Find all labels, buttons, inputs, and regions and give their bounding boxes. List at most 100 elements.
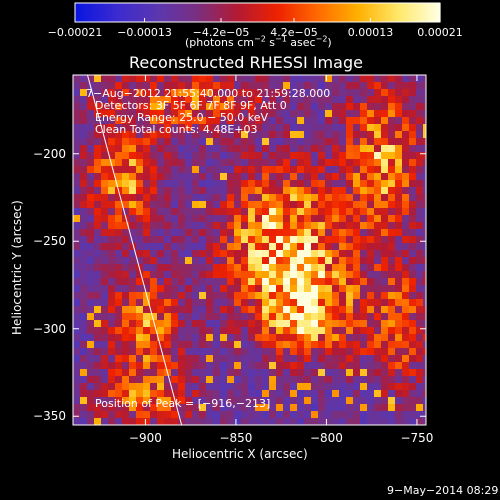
heatmap-cell xyxy=(199,117,206,124)
heatmap-cell xyxy=(311,271,318,278)
colorbar-segment xyxy=(252,3,256,22)
heatmap-cell xyxy=(360,299,367,306)
heatmap-cell xyxy=(150,131,157,138)
colorbar-tick-label: −0.00021 xyxy=(47,26,103,39)
heatmap-cell xyxy=(339,418,346,425)
heatmap-cell xyxy=(297,166,304,173)
heatmap-cell xyxy=(290,306,297,313)
heatmap-cell xyxy=(423,75,426,82)
heatmap-cell xyxy=(311,278,318,285)
heatmap-cell xyxy=(255,236,262,243)
heatmap-cell xyxy=(136,89,143,96)
heatmap-cell xyxy=(402,278,409,285)
heatmap-cell xyxy=(101,250,108,257)
heatmap-cell xyxy=(171,152,178,159)
heatmap-cell xyxy=(367,250,374,257)
heatmap-cell xyxy=(423,285,426,292)
heatmap-cell xyxy=(339,292,346,299)
heatmap-cell xyxy=(129,208,136,215)
heatmap-cell xyxy=(311,355,318,362)
heatmap-cell xyxy=(73,320,80,327)
heatmap-cell xyxy=(241,187,248,194)
heatmap-cell xyxy=(143,222,150,229)
heatmap-cell xyxy=(367,362,374,369)
heatmap-cell xyxy=(87,264,94,271)
heatmap-cell xyxy=(80,313,87,320)
heatmap-cell xyxy=(220,285,227,292)
heatmap-cell xyxy=(283,180,290,187)
heatmap-cell xyxy=(395,362,402,369)
heatmap-cell xyxy=(234,138,241,145)
heatmap-cell xyxy=(122,187,129,194)
heatmap-cell xyxy=(318,292,325,299)
heatmap-cell xyxy=(255,187,262,194)
heatmap-cell xyxy=(73,299,80,306)
heatmap-cell xyxy=(129,341,136,348)
heatmap-cell xyxy=(325,348,332,355)
heatmap-cell xyxy=(388,236,395,243)
heatmap-cell xyxy=(234,362,241,369)
heatmap-cell xyxy=(409,320,416,327)
heatmap-cell xyxy=(150,229,157,236)
colorbar-segment xyxy=(267,3,271,22)
heatmap-cell xyxy=(129,194,136,201)
heatmap-cell xyxy=(94,383,101,390)
heatmap-cell xyxy=(318,180,325,187)
heatmap-cell xyxy=(80,208,87,215)
colorbar-segment xyxy=(352,3,356,22)
heatmap-cell xyxy=(297,348,304,355)
heatmap-cell xyxy=(248,292,255,299)
heatmap-cell xyxy=(136,257,143,264)
heatmap-cell xyxy=(395,341,402,348)
heatmap-cell xyxy=(171,215,178,222)
heatmap-cell xyxy=(87,306,94,313)
heatmap-cell xyxy=(164,362,171,369)
colorbar-segment xyxy=(370,3,374,22)
y-axis-label: Heliocentric Y (arcsec) xyxy=(10,200,24,335)
heatmap-cell xyxy=(143,369,150,376)
colorbar-segment xyxy=(422,3,426,22)
heatmap-cell xyxy=(157,187,164,194)
colorbar-segment xyxy=(380,3,384,22)
heatmap-cell xyxy=(143,390,150,397)
heatmap-cell xyxy=(157,180,164,187)
heatmap-cell xyxy=(234,264,241,271)
heatmap-cell xyxy=(388,292,395,299)
heatmap-cell xyxy=(402,369,409,376)
heatmap-cell xyxy=(304,348,311,355)
heatmap-cell xyxy=(353,278,360,285)
heatmap-cell xyxy=(416,355,423,362)
heatmap-cell xyxy=(227,124,234,131)
heatmap-cell xyxy=(192,376,199,383)
heatmap-cell xyxy=(269,418,276,425)
heatmap-cell xyxy=(395,404,402,411)
heatmap-cell xyxy=(346,313,353,320)
heatmap-cell xyxy=(276,320,283,327)
heatmap-cell xyxy=(255,103,262,110)
heatmap-cell xyxy=(325,110,332,117)
heatmap-cell xyxy=(80,152,87,159)
heatmap-cell xyxy=(339,75,346,82)
heatmap-cell xyxy=(416,166,423,173)
heatmap-cell xyxy=(73,404,80,411)
heatmap-cell xyxy=(157,292,164,299)
heatmap-cell xyxy=(353,89,360,96)
colorbar-segment xyxy=(192,3,196,22)
annotation-clean-counts: Clean Total counts: 4.48E+03 xyxy=(95,123,258,136)
heatmap-cell xyxy=(269,201,276,208)
heatmap-cell xyxy=(346,117,353,124)
heatmap-cell xyxy=(227,166,234,173)
heatmap-cell xyxy=(178,201,185,208)
heatmap-cell xyxy=(241,362,248,369)
heatmap-cell xyxy=(150,411,157,418)
heatmap-cell xyxy=(73,222,80,229)
colorbar-segment xyxy=(95,3,99,22)
x-tick-label: −750 xyxy=(400,431,434,445)
heatmap-cell xyxy=(367,299,374,306)
heatmap-cell xyxy=(206,124,213,131)
heatmap-cell xyxy=(416,187,423,194)
heatmap-cell xyxy=(290,369,297,376)
heatmap-cell xyxy=(318,117,325,124)
heatmap-cell xyxy=(73,327,80,334)
heatmap-cell xyxy=(381,215,388,222)
